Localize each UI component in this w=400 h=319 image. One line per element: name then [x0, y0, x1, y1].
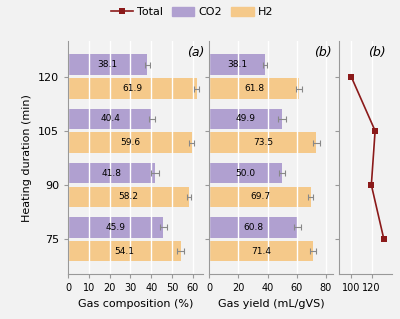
Text: 60.8: 60.8: [244, 223, 264, 232]
Bar: [68, 78, 197, 99]
Bar: [210, 187, 311, 207]
Text: 54.1: 54.1: [114, 247, 134, 256]
Bar: [68, 55, 147, 75]
Bar: [210, 109, 282, 129]
Text: 58.2: 58.2: [118, 192, 138, 201]
X-axis label: Gas yield (mL/gVS): Gas yield (mL/gVS): [218, 299, 324, 309]
Text: (b): (b): [314, 46, 332, 59]
Text: 41.8: 41.8: [102, 168, 122, 178]
Text: 38.1: 38.1: [227, 60, 247, 69]
Text: 61.9: 61.9: [122, 84, 142, 93]
Text: 71.4: 71.4: [251, 247, 271, 256]
Bar: [68, 241, 180, 261]
Bar: [210, 78, 299, 99]
Text: 61.8: 61.8: [244, 84, 264, 93]
Bar: [68, 217, 164, 238]
Bar: [210, 241, 313, 261]
Text: 38.1: 38.1: [98, 60, 118, 69]
Text: 45.9: 45.9: [106, 223, 126, 232]
Text: 50.0: 50.0: [236, 168, 256, 178]
Bar: [210, 55, 265, 75]
Legend: Total, CO2, H2: Total, CO2, H2: [106, 2, 278, 22]
Bar: [210, 217, 298, 238]
Y-axis label: Heating duration (min): Heating duration (min): [22, 94, 32, 222]
Bar: [68, 163, 155, 183]
Text: (a): (a): [187, 46, 204, 59]
Text: 69.7: 69.7: [250, 192, 270, 201]
Bar: [68, 109, 152, 129]
Text: (b): (b): [368, 46, 386, 59]
Text: 40.4: 40.4: [100, 115, 120, 123]
X-axis label: Gas composition (%): Gas composition (%): [78, 299, 193, 309]
Bar: [210, 132, 316, 153]
Bar: [68, 187, 189, 207]
Bar: [68, 132, 192, 153]
Text: 59.6: 59.6: [120, 138, 140, 147]
Text: 49.9: 49.9: [236, 115, 256, 123]
Text: 73.5: 73.5: [253, 138, 273, 147]
Bar: [210, 163, 282, 183]
